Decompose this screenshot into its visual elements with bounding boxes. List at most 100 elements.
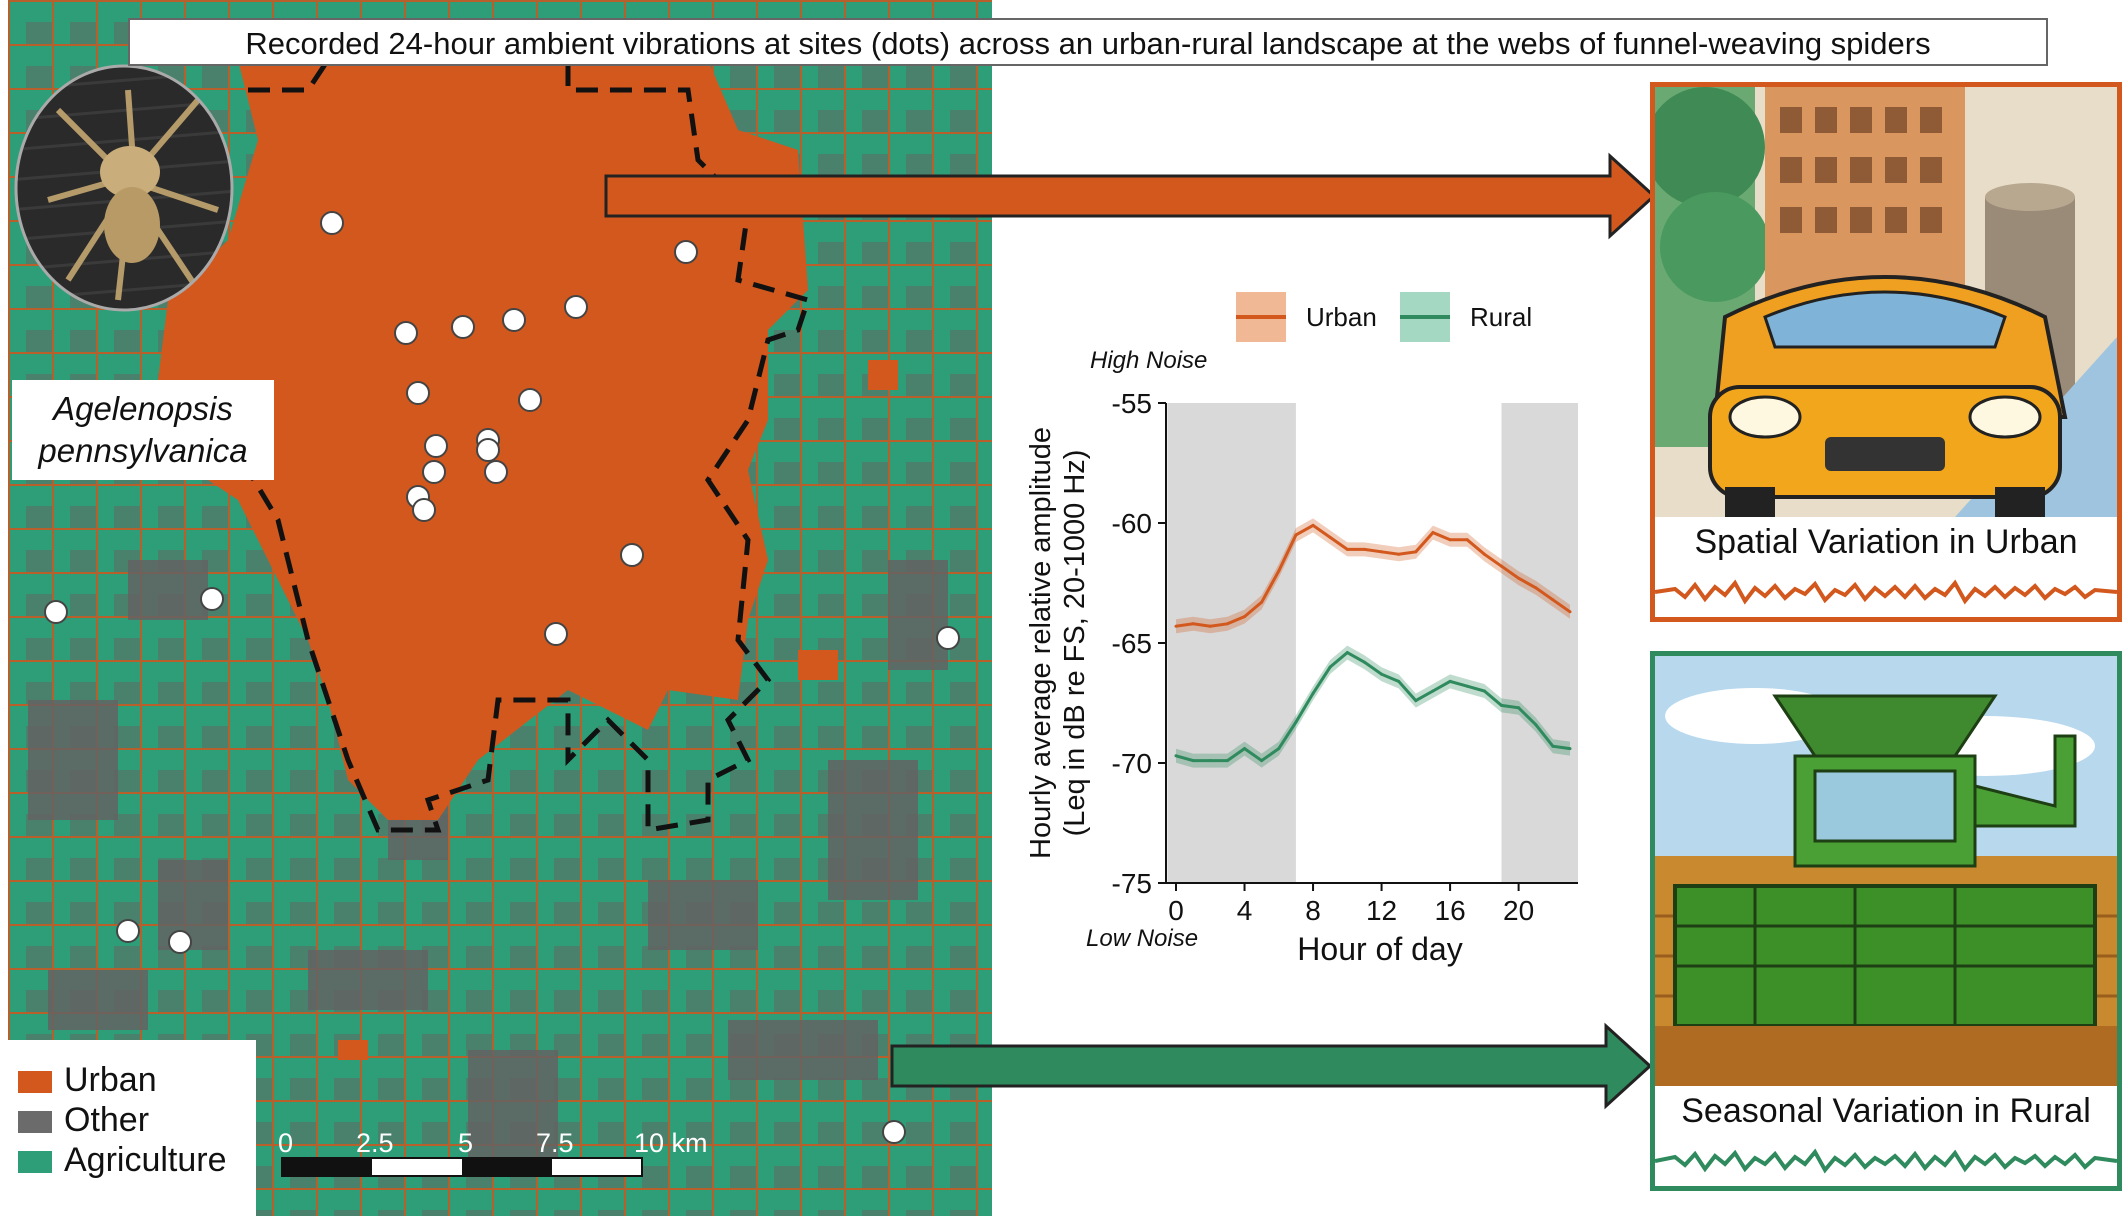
x-tick-label: 12 [1366,895,1397,926]
series-point-1-19 [1499,703,1503,707]
series-point-1-7 [1294,720,1298,724]
species-label: Agelenopsis pennsylvanica [12,380,274,480]
series-point-0-7 [1294,533,1298,537]
legend-label-urban: Urban [1306,302,1377,332]
legend-label: Agriculture [64,1141,227,1179]
series-point-1-2 [1208,759,1212,763]
series-point-1-20 [1517,706,1521,710]
species-genus: Agelenopsis [53,390,233,427]
series-point-1-8 [1311,691,1315,695]
scale-label: 0 [278,1128,294,1158]
y-ticks: -55 -60 -65 -70 -75 [1112,388,1166,899]
y-tick-label: -65 [1112,628,1152,659]
y-axis-title-line2: (Leq in dB re FS, 20-1000 Hz) [1059,450,1091,837]
series-point-1-10 [1345,651,1349,655]
urban-boundary-dashed [185,57,812,833]
high-noise-label: High Noise [1090,347,1207,374]
x-tick-label: 20 [1503,895,1534,926]
y-tick-label: -55 [1112,388,1152,419]
x-tick-label: 16 [1435,895,1466,926]
scale-label: 2.5 [356,1128,394,1158]
series-point-0-20 [1517,576,1521,580]
chart-legend: Urban Rural [1236,292,1532,342]
x-axis-title: Hour of day [1297,931,1462,967]
y-axis-title-line1: Hourly average relative amplitude [1025,427,1057,859]
legend-item-urban: Urban [18,1060,157,1100]
scale-label: 7.5 [536,1128,574,1158]
series-point-1-15 [1431,689,1435,693]
series-point-1-3 [1225,759,1229,763]
series-point-1-5 [1260,759,1264,763]
series-point-0-2 [1208,624,1212,628]
series-point-0-17 [1465,538,1469,542]
series-point-1-16 [1448,679,1452,683]
legend-swatch-urban [18,1071,52,1094]
legend-label-rural: Rural [1470,302,1532,332]
series-point-1-4 [1243,747,1247,751]
series-point-0-12 [1380,550,1384,554]
series-point-1-14 [1414,699,1418,703]
series-point-0-6 [1277,569,1281,573]
series-ci-band-0 [1176,518,1570,634]
night-band-1 [1501,403,1578,883]
series-point-0-1 [1191,622,1195,626]
legend-swatch-agriculture [18,1151,52,1174]
urban-street-illustration [1655,87,2117,517]
series-point-0-13 [1397,552,1401,556]
figure-title: Recorded 24-hour ambient vibrations at s… [128,18,2048,66]
y-tick-label: -75 [1112,868,1152,899]
series-point-0-19 [1499,564,1503,568]
rural-photo-panel: Seasonal Variation in Rural [1650,651,2122,1191]
series-point-0-11 [1362,547,1366,551]
legend-item-other: Other [18,1100,149,1140]
legend-label: Other [64,1101,150,1139]
y-tick-label: -70 [1112,748,1152,779]
series-point-1-6 [1277,747,1281,751]
urban-waveform [1655,579,2117,605]
series-line-1 [1175,650,1571,763]
series-point-1-9 [1328,665,1332,669]
series-point-0-23 [1568,610,1572,614]
rural-caption: Seasonal Variation in Rural [1655,1086,2117,1136]
series-point-1-13 [1397,679,1401,683]
series-point-1-18 [1482,689,1486,693]
series-point-1-0 [1174,754,1178,758]
series-point-0-16 [1448,538,1452,542]
night-shading [1167,403,1578,883]
other-landcover-patches [28,560,948,1160]
legend-item-agriculture: Agriculture [18,1140,227,1180]
arrow-to-rural [890,1022,1653,1110]
series-point-0-14 [1414,550,1418,554]
species-epithet: pennsylvanica [38,432,248,469]
urban-outliers [338,360,898,1060]
arrow-to-urban [604,152,1657,240]
x-ticks: 0 4 8 12 16 20 [1168,883,1534,926]
series-point-1-22 [1551,744,1555,748]
night-band-0 [1167,403,1296,883]
map-legend: Urban Other Agriculture [8,1040,256,1216]
series-point-0-10 [1345,547,1349,551]
series-point-0-22 [1551,598,1555,602]
scale-label: 10 km [634,1128,708,1158]
series-point-0-5 [1260,600,1264,604]
noise-line-chart: -55 -60 -65 -70 -75 0 4 8 12 16 20 High Noise Low… [1025,292,1578,967]
x-tick-label: 0 [1168,895,1184,926]
rural-harvester-illustration [1655,656,2117,1086]
legend-swatch-other [18,1111,52,1134]
series-point-0-0 [1174,624,1178,628]
series-point-0-8 [1311,523,1315,527]
series-point-0-4 [1243,615,1247,619]
x-tick-label: 8 [1305,895,1321,926]
series-point-1-12 [1380,672,1384,676]
urban-caption: Spatial Variation in Urban [1655,517,2117,567]
series-point-1-21 [1534,723,1538,727]
series-point-1-1 [1191,759,1195,763]
series-point-1-23 [1568,747,1572,751]
series-point-1-11 [1362,660,1366,664]
series-lines [1174,518,1572,768]
scale-bar [281,1157,643,1177]
series-point-0-3 [1225,622,1229,626]
series-point-0-21 [1534,586,1538,590]
scale-label: 5 [458,1128,474,1158]
legend-label: Urban [64,1061,157,1099]
